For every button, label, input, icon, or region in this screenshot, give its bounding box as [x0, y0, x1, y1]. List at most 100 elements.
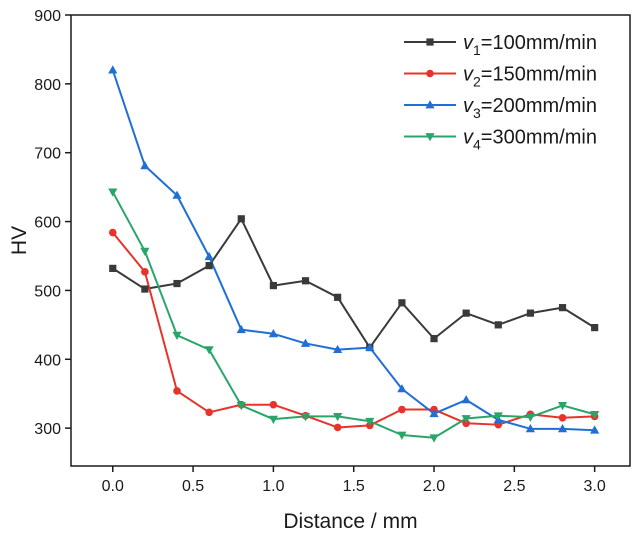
- data-point-v4: [590, 410, 600, 420]
- legend-label-text: =200mm/min: [481, 95, 597, 117]
- data-point-v2: [205, 408, 213, 417]
- data-point-v3: [429, 408, 439, 418]
- data-point-v3: [590, 425, 600, 434]
- series-markers: [108, 65, 600, 443]
- data-point-v2: [462, 419, 470, 428]
- series-line-v4: [111, 191, 595, 439]
- data-point-v1: [109, 264, 117, 272]
- legend-label-sub: 3: [473, 105, 481, 121]
- legend-label: v3=200mm/min: [463, 95, 597, 121]
- data-point-v2: [398, 405, 406, 414]
- data-point-v3: [557, 424, 568, 433]
- data-point-v1: [526, 309, 535, 317]
- data-point-v4: [300, 413, 311, 422]
- legend-label-var: v: [463, 32, 474, 54]
- data-point-v4: [557, 402, 568, 411]
- data-point-v3: [268, 328, 278, 338]
- y-axis-label: HV: [8, 226, 31, 255]
- data-point-v3: [140, 160, 150, 170]
- data-point-v1: [430, 335, 438, 343]
- data-point-v1: [269, 282, 277, 290]
- data-point-v1: [558, 304, 567, 312]
- legend: v1=100mm/minv2=150mm/minv3=200mm/minv4=3…: [404, 32, 597, 153]
- data-point-v4: [493, 412, 503, 421]
- data-point-v2: [173, 387, 181, 395]
- legend-label: v2=150mm/min: [463, 64, 597, 90]
- legend-marker: [425, 133, 435, 142]
- data-point-v3: [397, 384, 407, 393]
- x-tick-label: 2.5: [503, 478, 525, 495]
- legend-label-sub: 2: [473, 74, 481, 90]
- y-tick-label: 300: [34, 421, 61, 438]
- data-point-v4: [268, 415, 278, 424]
- y-tick-label: 900: [34, 8, 61, 25]
- data-point-v4: [140, 247, 150, 256]
- data-point-v3: [300, 338, 311, 347]
- legend-label: v1=100mm/min: [463, 32, 597, 58]
- legend-label-sub: 1: [473, 42, 481, 58]
- data-point-v3: [204, 251, 214, 261]
- data-point-v4: [365, 417, 375, 427]
- x-tick-label: 1.0: [262, 478, 284, 495]
- data-point-v4: [236, 402, 246, 411]
- legend-label-text: =150mm/min: [481, 64, 597, 86]
- data-point-v1: [494, 321, 502, 329]
- data-point-v4: [204, 346, 214, 355]
- x-tick-label: 0.0: [102, 478, 124, 495]
- data-point-v4: [108, 188, 118, 197]
- y-tick-label: 700: [34, 146, 61, 163]
- legend-label-var: v: [463, 127, 474, 149]
- data-point-v2: [269, 400, 278, 409]
- data-point-v1: [237, 215, 245, 223]
- data-point-v2: [333, 423, 342, 432]
- data-point-v2: [108, 228, 117, 237]
- legend-marker: [426, 69, 434, 78]
- y-tick-label: 600: [34, 215, 61, 232]
- y-tick-label: 500: [34, 283, 61, 300]
- data-point-v3: [333, 344, 343, 354]
- legend-label-sub: 4: [473, 137, 481, 153]
- data-point-v1: [205, 262, 213, 270]
- legend-label-var: v: [463, 95, 474, 117]
- legend-label-text: =300mm/min: [481, 127, 597, 149]
- x-axis-ticks: 0.0 0.5 1.0 1.5 2.0 2.5 3.0: [102, 466, 606, 495]
- data-point-v1: [591, 324, 599, 332]
- legend-label: v4=300mm/min: [463, 127, 597, 153]
- data-point-v3: [525, 424, 536, 433]
- legend-label-var: v: [463, 64, 474, 86]
- legend-marker: [426, 38, 434, 46]
- series-line-v1: [112, 217, 596, 349]
- data-point-v2: [558, 414, 567, 422]
- data-point-v4: [172, 331, 182, 340]
- data-point-v1: [462, 309, 470, 317]
- data-point-v4: [461, 415, 471, 424]
- x-tick-label: 0.5: [182, 478, 204, 495]
- data-point-v3: [461, 395, 471, 404]
- legend-label-text: =100mm/min: [481, 32, 597, 54]
- x-axis-label: Distance / mm: [283, 510, 417, 533]
- data-point-v1: [141, 285, 149, 293]
- data-point-v4: [429, 434, 439, 443]
- data-point-v1: [301, 277, 310, 285]
- data-point-v1: [398, 299, 406, 307]
- series-lines: [111, 69, 596, 439]
- data-point-v3: [236, 324, 246, 334]
- data-point-v3: [365, 342, 375, 351]
- series-line-v2: [111, 231, 595, 429]
- x-tick-label: 2.0: [423, 478, 445, 495]
- data-point-v3: [172, 190, 182, 199]
- plot-area-frame: [70, 14, 631, 467]
- data-point-v1: [173, 279, 181, 288]
- legend-marker: [425, 100, 435, 109]
- data-point-v4: [397, 431, 407, 440]
- y-axis-ticks: 300 400 500 600 700 800 900: [34, 8, 71, 438]
- x-tick-label: 3.0: [584, 478, 606, 495]
- data-point-v4: [525, 413, 536, 422]
- data-point-v1: [334, 293, 342, 301]
- x-tick-label: 1.5: [343, 478, 365, 495]
- data-point-v3: [108, 65, 118, 74]
- data-point-v2: [141, 268, 149, 276]
- series-line-v3: [111, 69, 595, 432]
- y-tick-label: 400: [34, 352, 61, 369]
